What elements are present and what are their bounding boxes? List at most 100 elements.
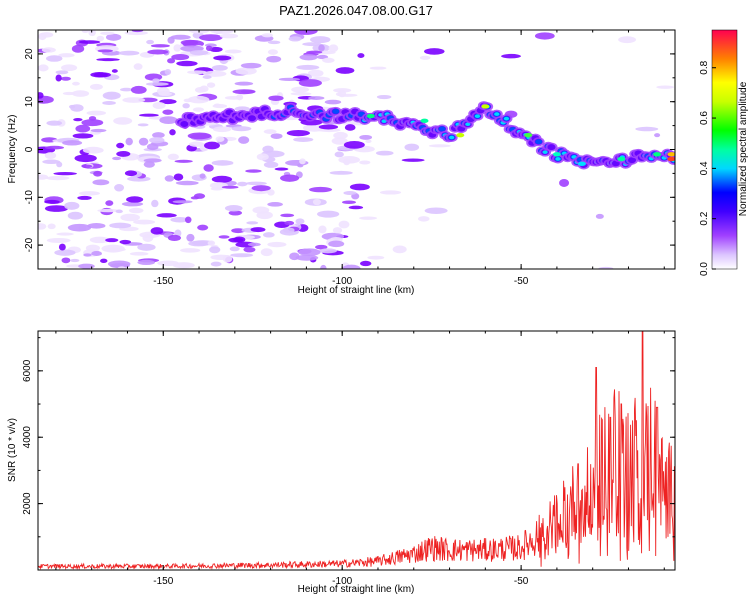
spectrogram-cell [130, 85, 147, 94]
spectrogram-cell [44, 145, 65, 150]
colorbar-gradient [711, 29, 738, 270]
spectrogram-cell [128, 207, 144, 214]
spectrogram-cell [286, 129, 310, 137]
spectrogram-cell [151, 199, 159, 208]
spectrogram-cell [333, 131, 348, 139]
snr-frame [37, 330, 676, 571]
spectrogram-cell [252, 206, 270, 214]
spectrogram-cell [218, 235, 230, 239]
spectrogram-cell [284, 220, 295, 226]
spectrogram-cell [221, 185, 239, 189]
spectrogram-cell [105, 238, 119, 243]
snr-ticks: -150 -100 -50 2000 4000 6000 [22, 331, 675, 587]
spectrogram-cell [288, 36, 302, 42]
spectrogram-cell [164, 175, 175, 182]
spectrogram-cell [90, 72, 108, 78]
spectrogram-cell [295, 254, 319, 261]
spectrogram-cell [318, 248, 337, 254]
spectrogram-cell [89, 83, 103, 90]
spectrogram-cell [267, 189, 275, 196]
spectrogram-cell [105, 33, 122, 41]
spectrogram-cell [359, 260, 372, 267]
spectrogram-cell [167, 234, 182, 241]
spectrogram-cell [251, 185, 271, 192]
spectrogram-cell [328, 240, 345, 248]
spectrogram-cell [145, 82, 169, 86]
spectrogram-cell [438, 126, 446, 132]
spectrogram-cell [70, 258, 80, 263]
spectrogram-cell [77, 195, 92, 200]
spectrogram-cell [119, 239, 132, 245]
spectrogram-cell [213, 55, 232, 61]
spectrogram-cell [300, 119, 323, 126]
spectrogram-cell [133, 219, 156, 225]
spectrogram-cell [89, 236, 110, 244]
spectrogram-cell [126, 196, 144, 203]
spectrogram-cell [188, 240, 210, 247]
spectrogram-cell [656, 85, 675, 89]
spectrogram-cell [237, 181, 248, 187]
spectrogram-cell [474, 114, 481, 118]
spectrogram-cell [293, 137, 314, 143]
spectrogram-cell [152, 78, 160, 84]
spectrogram-cell [199, 85, 209, 93]
spectrogram-cell [81, 30, 89, 34]
spectrogram-cell [171, 54, 190, 61]
spectrogram-cell [222, 255, 233, 263]
spectrogram-cell [296, 64, 320, 70]
spectrogram-cell [44, 205, 69, 212]
spectrogram-cell [102, 91, 121, 100]
spectrogram-cell [159, 116, 178, 124]
spectrogram-cell [542, 150, 548, 154]
spectrogram-cell [79, 191, 100, 196]
spectrogram-cell [129, 251, 149, 256]
spectrogram-cell [97, 49, 114, 53]
spectrogram-cell [182, 103, 190, 109]
spectrogram-cell [315, 244, 328, 250]
spectrogram-cell [38, 95, 54, 104]
spectrogram-cell [234, 81, 254, 86]
spectrogram-cell [250, 227, 266, 233]
spectrogram-cell [322, 57, 335, 63]
spectrogram-cell [236, 94, 244, 101]
spectrogram-cell [267, 202, 283, 207]
spectrogram-cell [54, 249, 76, 256]
spectrogram-xtick-label: -50 [514, 276, 529, 287]
colorbar-tick-label: 0.0 [699, 262, 710, 276]
spectrogram-cell [654, 133, 661, 138]
spectrogram-cell [417, 216, 430, 222]
spectrogram-cell [156, 213, 177, 218]
spectrogram-cell [334, 151, 344, 158]
spectrogram-cell [359, 216, 378, 220]
spectrogram-cell [97, 208, 120, 213]
colorbar-ticks: 0.0 0.2 0.4 0.6 0.8 [699, 60, 716, 276]
spectrogram-cell [138, 137, 149, 146]
spectrogram-cell [231, 126, 252, 132]
spectrogram-cell [212, 126, 232, 133]
spectrogram-cell [343, 190, 357, 196]
colorbar-tick-label: 0.4 [699, 161, 710, 175]
spectrogram-cell [67, 223, 92, 232]
spectrogram-cell [137, 243, 156, 251]
spectrogram-cell [38, 223, 47, 230]
spectrogram-cell [317, 128, 341, 133]
spectrogram-cell [235, 67, 257, 75]
spectrogram-cell [297, 163, 304, 168]
spectrogram-xtick-label: -100 [332, 276, 352, 287]
spectrogram-cell [234, 106, 250, 112]
spectrogram-cell [82, 146, 104, 154]
spectrogram-cell [131, 30, 144, 33]
spectrogram-cell [341, 200, 357, 205]
snr-ylabel: SNR (10 * v/v) [7, 418, 18, 482]
spectrogram-cell [246, 221, 259, 225]
spectrogram-cell [392, 245, 407, 254]
spectrogram-cell [74, 154, 97, 163]
spectrogram-cell [267, 49, 279, 55]
spectrogram-cell [180, 39, 199, 46]
colorbar-tick-label: 0.8 [699, 60, 710, 74]
spectrogram-cell [44, 199, 60, 204]
spectrogram-cell [175, 180, 199, 186]
spectrogram-cell [121, 201, 144, 207]
spectrogram-cell [282, 227, 295, 233]
spectrogram-cell [423, 48, 445, 55]
